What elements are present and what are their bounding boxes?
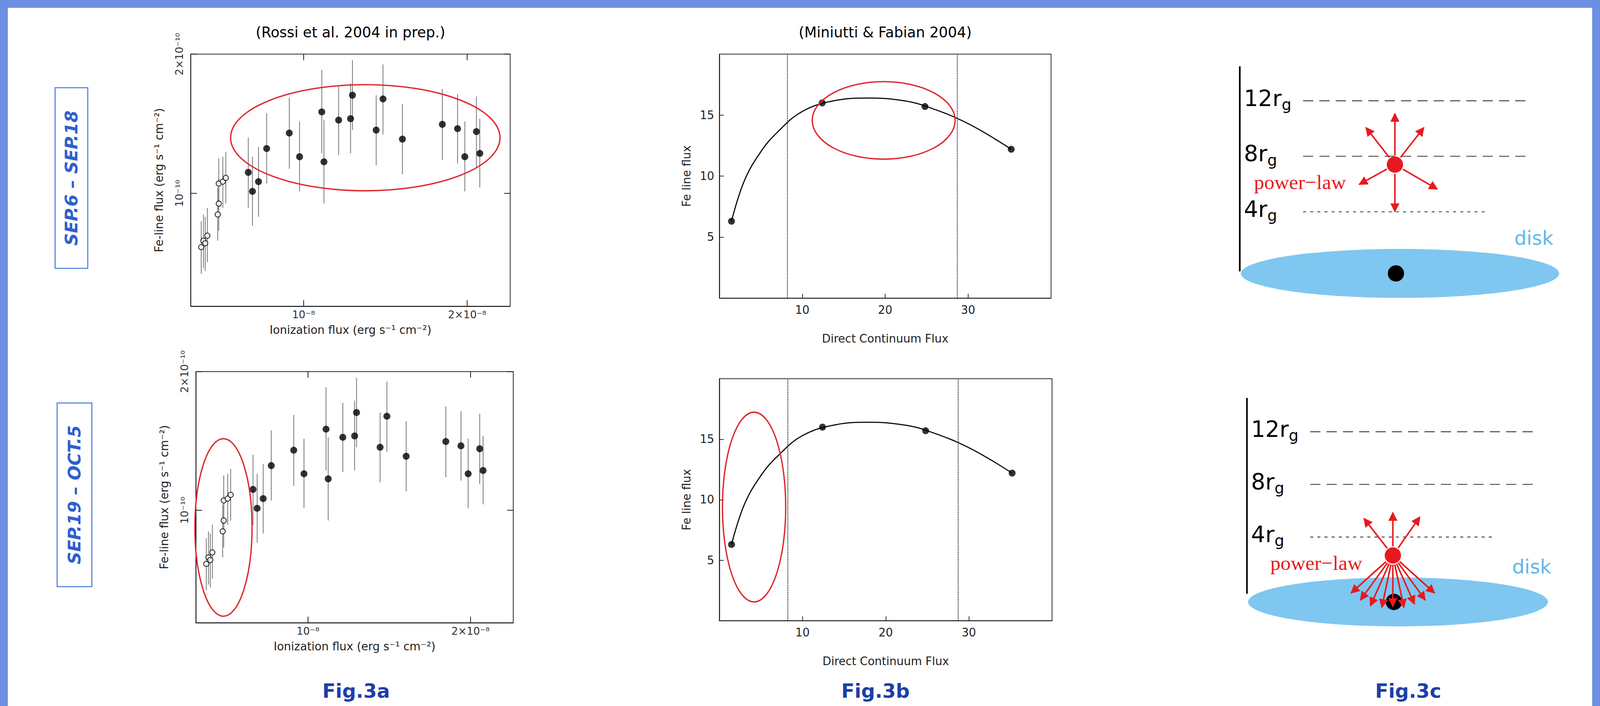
svg-text:30: 30 xyxy=(961,625,976,639)
svg-text:Fig.3b: Fig.3b xyxy=(841,679,910,703)
svg-text:8rg: 8rg xyxy=(1251,468,1285,497)
svg-text:20: 20 xyxy=(878,303,893,317)
svg-text:4rg: 4rg xyxy=(1251,521,1285,550)
svg-text:Fig.3c: Fig.3c xyxy=(1374,679,1441,703)
svg-text:2×10⁻⁸: 2×10⁻⁸ xyxy=(448,308,487,321)
svg-text:12rg: 12rg xyxy=(1251,415,1299,445)
svg-text:10⁻¹⁰: 10⁻¹⁰ xyxy=(173,179,186,207)
svg-text:Fe-line flux (erg s⁻¹ cm⁻²): Fe-line flux (erg s⁻¹ cm⁻²) xyxy=(157,424,171,570)
svg-text:Fe line flux: Fe line flux xyxy=(680,145,694,207)
svg-text:Fig.3a: Fig.3a xyxy=(322,679,391,703)
svg-text:Fe line flux: Fe line flux xyxy=(680,468,694,531)
svg-text:SEP.6 – SEP.18: SEP.6 – SEP.18 xyxy=(61,110,82,246)
svg-text:15: 15 xyxy=(699,108,714,122)
svg-text:30: 30 xyxy=(960,303,976,317)
svg-text:10: 10 xyxy=(795,303,810,317)
svg-text:2×10⁻¹⁰: 2×10⁻¹⁰ xyxy=(173,33,186,76)
svg-text:8rg: 8rg xyxy=(1243,140,1277,169)
svg-text:2×10⁻¹⁰: 2×10⁻¹⁰ xyxy=(178,350,191,393)
svg-text:(Miniutti & Fabian 2004): (Miniutti & Fabian 2004) xyxy=(798,23,972,41)
svg-text:10⁻¹⁰: 10⁻¹⁰ xyxy=(178,496,191,524)
svg-text:Direct Continuum Flux: Direct Continuum Flux xyxy=(822,654,950,668)
svg-text:10: 10 xyxy=(795,625,810,639)
svg-text:10: 10 xyxy=(699,492,714,506)
svg-text:5: 5 xyxy=(707,553,715,567)
svg-text:20: 20 xyxy=(878,625,893,639)
svg-text:4rg: 4rg xyxy=(1243,195,1277,225)
svg-text:power−law: power−law xyxy=(1254,170,1347,194)
svg-text:Ionization flux (erg s⁻¹ cm⁻²): Ionization flux (erg s⁻¹ cm⁻²) xyxy=(269,323,432,337)
svg-text:12rg: 12rg xyxy=(1243,85,1292,114)
svg-text:5: 5 xyxy=(707,230,715,244)
svg-text:10: 10 xyxy=(699,169,714,183)
svg-text:10⁻⁸: 10⁻⁸ xyxy=(296,624,320,638)
svg-text:power−law: power−law xyxy=(1270,551,1363,575)
svg-text:(Rossi et al. 2004 in prep.): (Rossi et al. 2004 in prep.) xyxy=(255,23,446,41)
svg-text:Ionization flux (erg s⁻¹ cm⁻²): Ionization flux (erg s⁻¹ cm⁻²) xyxy=(273,639,436,653)
svg-text:15: 15 xyxy=(699,432,714,446)
svg-text:disk: disk xyxy=(1514,226,1554,250)
svg-text:disk: disk xyxy=(1512,555,1552,578)
svg-text:Fe-line flux (erg s⁻¹ cm⁻²): Fe-line flux (erg s⁻¹ cm⁻²) xyxy=(152,108,166,253)
svg-text:2×10⁻⁸: 2×10⁻⁸ xyxy=(451,624,490,638)
svg-text:SEP.19 – OCT.5: SEP.19 – OCT.5 xyxy=(64,424,85,565)
svg-text:Direct Continuum Flux: Direct Continuum Flux xyxy=(821,331,949,346)
svg-text:10⁻⁸: 10⁻⁸ xyxy=(292,308,316,321)
